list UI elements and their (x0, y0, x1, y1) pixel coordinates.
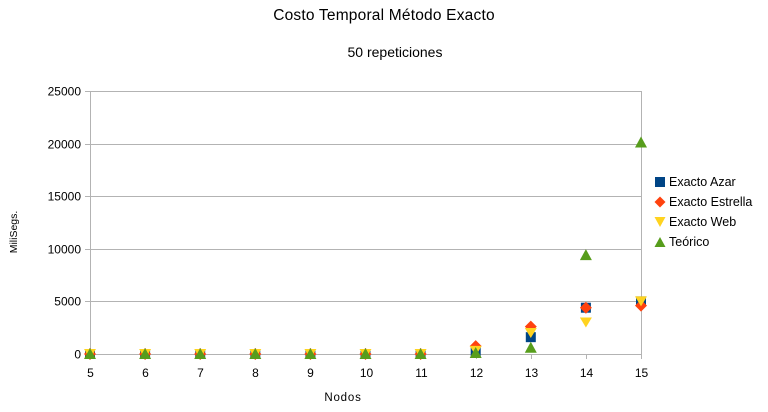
y-tick-label: 5000 (54, 295, 81, 309)
y-tick-label: 25000 (48, 85, 82, 99)
x-tick-label: 7 (197, 366, 204, 380)
legend-item: Exacto Estrella (654, 192, 752, 212)
data-point-teorico (524, 341, 537, 353)
data-point-teorico (304, 348, 317, 359)
data-point-teorico (84, 348, 96, 359)
data-point-exacto-estrella (579, 301, 592, 314)
legend-item: Exacto Azar (654, 172, 752, 192)
legend-label: Exacto Azar (669, 175, 736, 189)
data-point-teorico (139, 348, 152, 359)
y-tick-label: 20000 (48, 138, 82, 152)
legend-marker-square-icon (655, 177, 665, 187)
legend: Exacto Azar Exacto Estrella Exacto Web T… (654, 172, 752, 252)
data-point-exacto-web (579, 317, 592, 328)
data-point-teorico (414, 348, 427, 359)
legend-item: Teórico (654, 232, 752, 252)
chart-title: Costo Temporal Método Exacto (273, 7, 495, 24)
x-tick-label: 12 (470, 366, 484, 380)
x-tick-label: 11 (415, 366, 428, 380)
y-tick-label: 15000 (48, 190, 82, 204)
legend-item: Exacto Web (654, 212, 752, 232)
x-tick-label: 10 (360, 366, 374, 380)
data-point-teorico (635, 136, 647, 148)
data-point-teorico (249, 348, 262, 359)
data-point-teorico (194, 348, 207, 359)
chart-subtitle: 50 repeticiones (347, 44, 443, 60)
x-tick-label: 14 (580, 366, 594, 380)
data-point-teorico (469, 346, 482, 358)
x-tick-label: 8 (252, 366, 259, 380)
legend-label: Teórico (669, 235, 710, 249)
data-point-exacto-web (635, 296, 647, 307)
y-tick-label: 0 (74, 348, 81, 362)
legend-marker-triangle-down-icon (654, 217, 666, 227)
y-tick-label: 10000 (48, 243, 82, 257)
legend-label: Exacto Web (669, 215, 737, 229)
data-point-teorico (359, 348, 372, 359)
data-point-teorico (579, 249, 592, 261)
x-tick-label: 5 (87, 366, 94, 380)
x-tick-label: 6 (142, 366, 149, 380)
legend-marker-triangle-up-icon (654, 237, 666, 247)
legend-marker-diamond-icon (654, 196, 666, 208)
x-tick-label: 15 (635, 366, 649, 380)
x-tick-label: 9 (307, 366, 314, 380)
x-tick-label: 13 (525, 366, 539, 380)
data-point-exacto-web (524, 327, 537, 338)
legend-label: Exacto Estrella (669, 195, 753, 209)
x-axis-label: Nodos (324, 392, 362, 404)
